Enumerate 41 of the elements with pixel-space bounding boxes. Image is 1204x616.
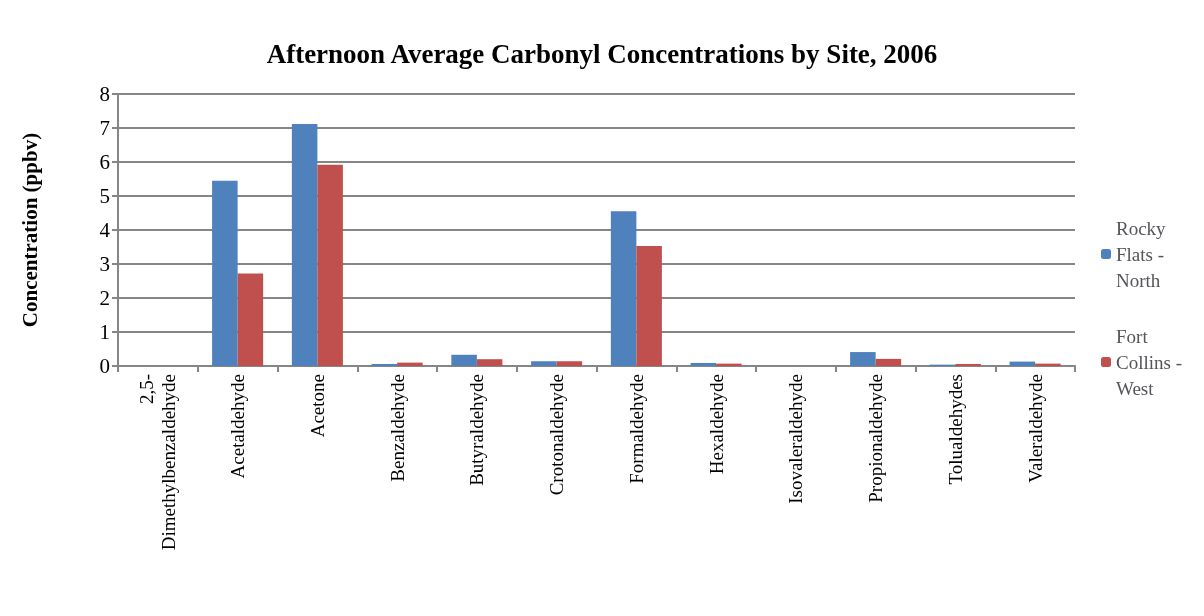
y-tick-label: 1 [99,320,110,344]
y-tick-label: 2 [99,286,110,310]
bar [556,361,583,366]
bar [636,245,662,366]
x-tick-label: Tolualdehydes [944,374,966,485]
y-tick-label: 0 [99,354,110,378]
x-tick-label: Acetaldehyde [227,374,249,479]
legend-label: Fort Collins - West [1116,325,1187,399]
bar [317,164,343,366]
x-tick-label: Valeraldehyde [1024,374,1046,483]
y-tick-label: 7 [99,116,110,140]
bar [531,361,557,366]
y-tick-label: 6 [99,150,110,174]
bar [237,273,264,366]
chart-title: Afternoon Average Carbonyl Concentrations by Site, 2006 [266,38,938,69]
x-tick-label: Isovaleraldehyde [785,374,807,504]
x-tick-label: Propionaldehyde [865,374,887,503]
legend-label: Rocky Flats - North [1116,217,1171,291]
bar [212,180,238,366]
x-tick-label: Butyraldehyde [466,374,488,486]
bar [371,363,398,366]
bar [610,211,637,366]
y-tick-label: 8 [99,82,110,106]
bar [875,358,902,366]
bar [850,352,876,366]
x-tick-label: Benzaldehyde [386,374,408,482]
bar [476,359,503,366]
x-tick-label: 2,5-Dimethylbenzaldehyde [136,374,180,551]
bar [451,354,477,366]
y-tick-label: 4 [99,218,111,242]
x-tick-label: Hexaldehyde [705,374,727,475]
x-tick-label: Acetone [306,374,328,438]
y-axis-title: Concentration (ppbv) [17,132,42,328]
bar [690,362,717,366]
bar [397,362,423,366]
x-tick-label: Formaldehyde [625,374,647,484]
x-tick-label: Crotonaldehyde [546,374,568,496]
y-tick-label: 5 [99,184,110,208]
bar [291,123,318,366]
y-tick-label: 3 [99,252,110,276]
bar [955,363,981,366]
